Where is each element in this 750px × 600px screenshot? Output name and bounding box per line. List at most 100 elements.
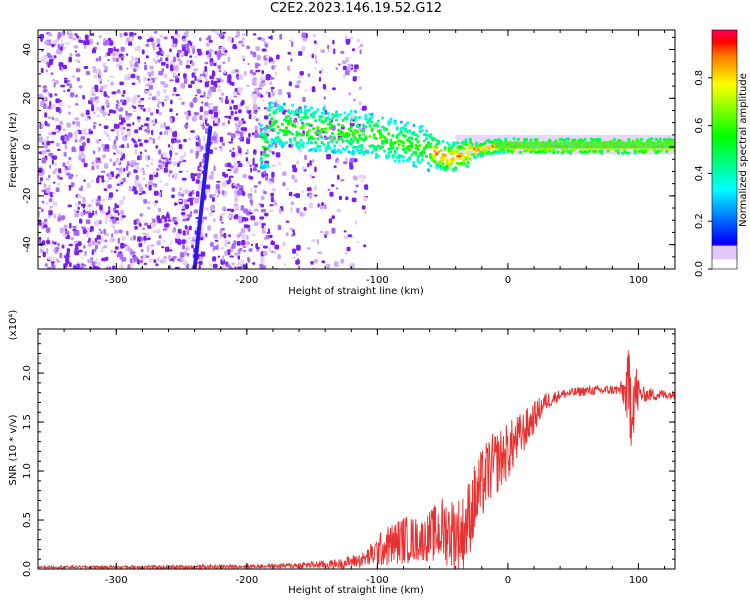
spectrogram-noise-cell: [194, 198, 199, 204]
spectrogram-ridge-cell: [337, 148, 341, 152]
spectrogram-noise-cell: [184, 225, 188, 230]
spectrogram-noise-cell: [42, 85, 47, 89]
spectrogram-noise-cell: [142, 177, 146, 180]
colorbar-step: [712, 241, 737, 244]
spectrogram-noise-cell: [163, 240, 166, 242]
spectrogram-ridge-cell: [274, 120, 278, 124]
spectrogram-noise-cell: [110, 216, 115, 220]
spectrogram-noise-cell: [165, 57, 169, 62]
spectrogram-noise-cell: [104, 239, 108, 243]
spectrogram-noise-cell: [196, 88, 201, 93]
spectrogram-noise-cell: [113, 49, 119, 52]
spectrogram-noise-cell: [237, 250, 240, 256]
spectrogram-noise-cell: [40, 242, 43, 247]
spectrogram-noise-cell: [252, 100, 257, 105]
spectrogram-noise-cell: [140, 97, 145, 101]
spectrogram-noise-cell: [176, 33, 181, 38]
spectrogram-ridge-cell: [349, 129, 353, 133]
spectrogram-noise-cell: [220, 221, 225, 224]
chart-title: C2E2.2023.146.19.52.G12: [269, 1, 443, 16]
spectrogram-ridge-cell: [424, 129, 428, 133]
spectrogram-noise-cell: [185, 170, 189, 173]
spectrogram-ridge-cell: [349, 125, 353, 129]
spectrogram-noise-cell: [228, 176, 231, 183]
spectrogram-noise-cell: [172, 216, 178, 222]
spectrogram-noise-cell: [60, 135, 65, 141]
spectrogram-noise-cell: [319, 70, 322, 74]
spectrogram-noise-cell: [184, 50, 188, 57]
spectrogram-noise-cell: [343, 235, 349, 240]
spectrogram-noise-cell: [157, 164, 162, 168]
spectrogram-noise-cell: [317, 203, 320, 208]
spectrogram-noise-cell: [64, 169, 68, 174]
spectrogram-noise-cell: [241, 32, 247, 37]
spectrogram-noise-cell: [162, 152, 167, 158]
colorbar-step: [712, 161, 737, 164]
spectrogram-noise-cell: [184, 198, 187, 205]
spectrogram-noise-cell: [59, 120, 63, 126]
spectrogram-noise-cell: [57, 43, 61, 50]
spectrogram-noise-cell: [331, 87, 336, 91]
spectrogram-ridge-cell: [408, 157, 412, 161]
spectrogram-noise-cell: [253, 149, 257, 155]
spectrogram-noise-cell: [203, 91, 206, 98]
spectrogram-noise-cell: [122, 90, 126, 95]
spectrogram-ridge-cell: [330, 140, 334, 144]
spectrogram-noise-cell: [126, 130, 132, 137]
spectrogram-noise-cell: [355, 120, 359, 123]
spectrogram-noise-cell: [193, 173, 198, 177]
spectrogram-noise-cell: [46, 239, 50, 245]
spectrogram-noise-cell: [356, 240, 359, 244]
spectrogram-ridge-cell: [395, 126, 399, 130]
spectrogram-noise-cell: [42, 88, 48, 93]
spectrogram-noise-cell: [348, 264, 353, 267]
spectrogram-noise-cell: [77, 130, 83, 135]
spectrogram-noise-cell: [207, 105, 212, 109]
spectrogram-noise-cell: [134, 64, 139, 67]
spectrogram-noise-cell: [136, 116, 141, 120]
spectrogram-noise-cell: [324, 230, 329, 236]
spectrogram-noise-cell: [151, 96, 157, 101]
spectrogram-noise-cell: [326, 263, 331, 269]
spectrogram-noise-cell: [112, 238, 115, 242]
spectrogram-noise-cell: [146, 206, 151, 210]
spectrogram-noise-cell: [223, 173, 229, 178]
spectrogram-ridge-cell: [606, 149, 610, 153]
spectrogram-noise-cell: [144, 184, 148, 188]
spectrogram-noise-cell: [227, 74, 232, 80]
colorbar-step: [712, 199, 737, 202]
spectrogram-noise-cell: [274, 244, 280, 250]
spectrogram-noise-cell: [147, 71, 152, 76]
spectrogram-noise-cell: [181, 46, 186, 52]
spectrogram-noise-cell: [55, 117, 59, 122]
spectrogram-noise-cell: [152, 230, 158, 233]
spectrogram-noise-cell: [170, 99, 173, 105]
spectrogram-noise-cell: [347, 63, 352, 66]
spectrogram-noise-cell: [177, 199, 183, 202]
spectrogram-ridge-cell: [295, 108, 299, 112]
spectrogram-noise-cell: [224, 163, 228, 168]
spectrogram-noise-cell: [278, 161, 281, 166]
spectrogram-ridge-cell: [324, 130, 328, 134]
spectrogram-frame: [37, 29, 676, 270]
spectrogram-noise-cell: [254, 189, 257, 194]
spectrogram-noise-cell: [43, 183, 47, 189]
spectrogram-noise-cell: [128, 160, 132, 164]
spectrogram-ridge-cell: [370, 115, 374, 119]
spectrogram-noise-cell: [87, 204, 92, 208]
spectrogram-noise-cell: [75, 94, 78, 98]
spectrogram-ridge-cell: [299, 108, 303, 111]
spectrogram-noise-cell: [38, 93, 43, 99]
spectrogram-noise-cell: [161, 215, 165, 218]
spectrogram-ridge-cell: [644, 149, 648, 153]
spectrogram-ridge-cell: [264, 134, 268, 138]
snr-frame: [37, 328, 676, 570]
spectrogram-noise-cell: [95, 244, 98, 250]
spectrogram-noise-cell: [253, 221, 258, 226]
colorbar-step: [712, 65, 737, 69]
spectrogram-noise-cell: [128, 185, 132, 191]
snr-xtick-label: 0: [505, 575, 511, 586]
spectrogram-ridge-cell: [418, 143, 422, 147]
spectrogram-noise-cell: [74, 33, 78, 36]
spectrogram-ridge-cell: [345, 115, 349, 118]
